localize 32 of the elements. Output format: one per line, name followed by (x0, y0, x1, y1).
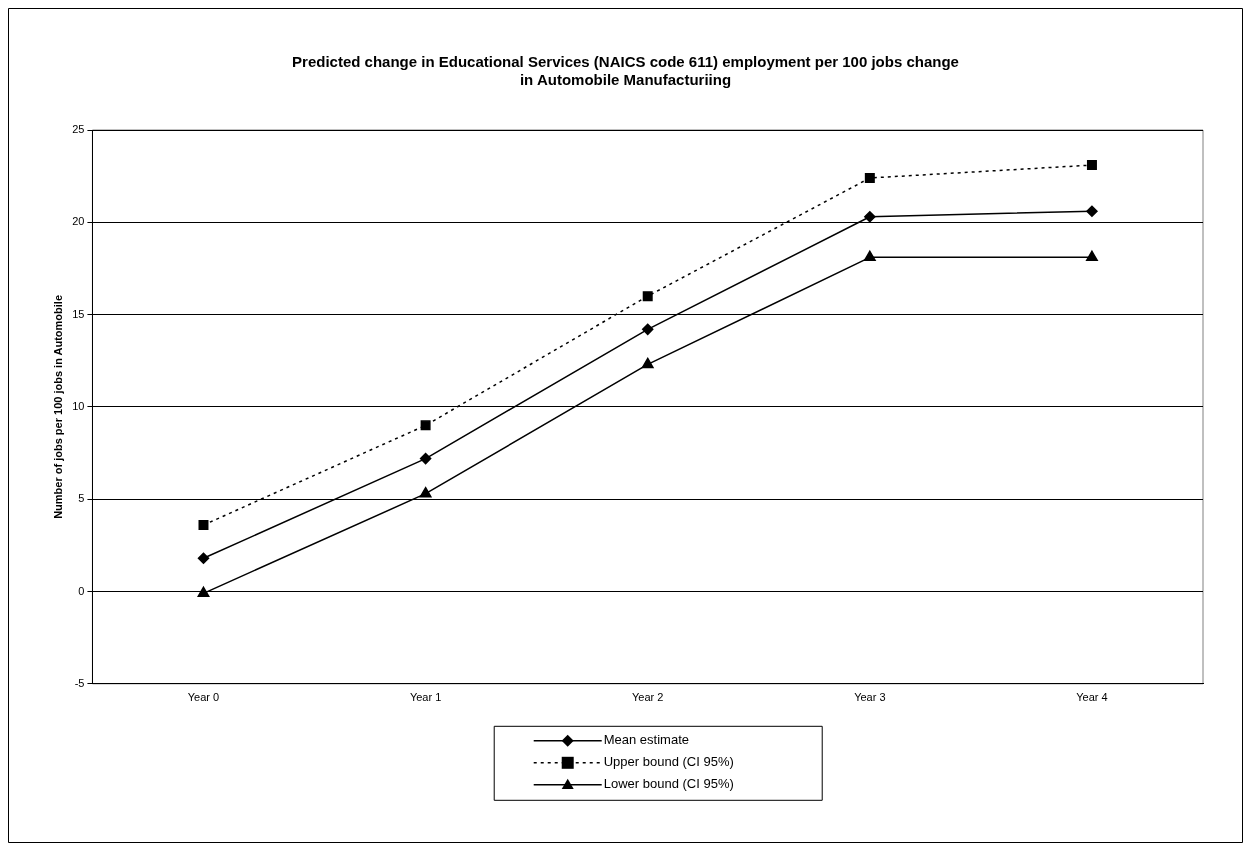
point (197, 552, 210, 565)
point (864, 211, 876, 223)
x-tick-label: Year 1 (409, 691, 442, 704)
point (419, 486, 432, 498)
y-tick-label: 15 (72, 307, 85, 320)
y-tick-label: -5 (74, 676, 85, 689)
point (642, 291, 653, 302)
legend-label: Upper bound (CI 95%) (603, 754, 734, 770)
point (641, 357, 654, 369)
point (1086, 205, 1098, 217)
point (864, 173, 875, 183)
legend-label: Mean estimate (603, 732, 689, 748)
y-axis-title: Number of jobs per 100 jobs in Automobile (51, 294, 64, 519)
point (1086, 160, 1097, 171)
y-tick-label: 25 (72, 123, 85, 136)
chart-title: Predicted change in Educational Services (NAICS code 611) employment per 100 jobs change in Automobile Manufacturiing (292, 53, 959, 89)
x-tick-label: Year 3 (854, 691, 886, 704)
y-tick-label: 10 (72, 399, 85, 412)
y-tick-label: 0 (78, 584, 85, 597)
x-tick-label: Year 2 (632, 691, 664, 704)
x-tick-label: Year 4 (1076, 691, 1108, 704)
point (197, 586, 210, 598)
point (420, 420, 431, 431)
point (863, 250, 876, 262)
y-tick-label: 5 (78, 492, 85, 505)
point (1086, 250, 1098, 262)
point (198, 520, 209, 531)
legend-label: Lower bound (CI 95%) (603, 776, 734, 792)
point (641, 323, 654, 336)
y-tick-label: 20 (72, 215, 85, 228)
x-tick-label: Year 0 (187, 691, 220, 704)
point (419, 452, 432, 465)
